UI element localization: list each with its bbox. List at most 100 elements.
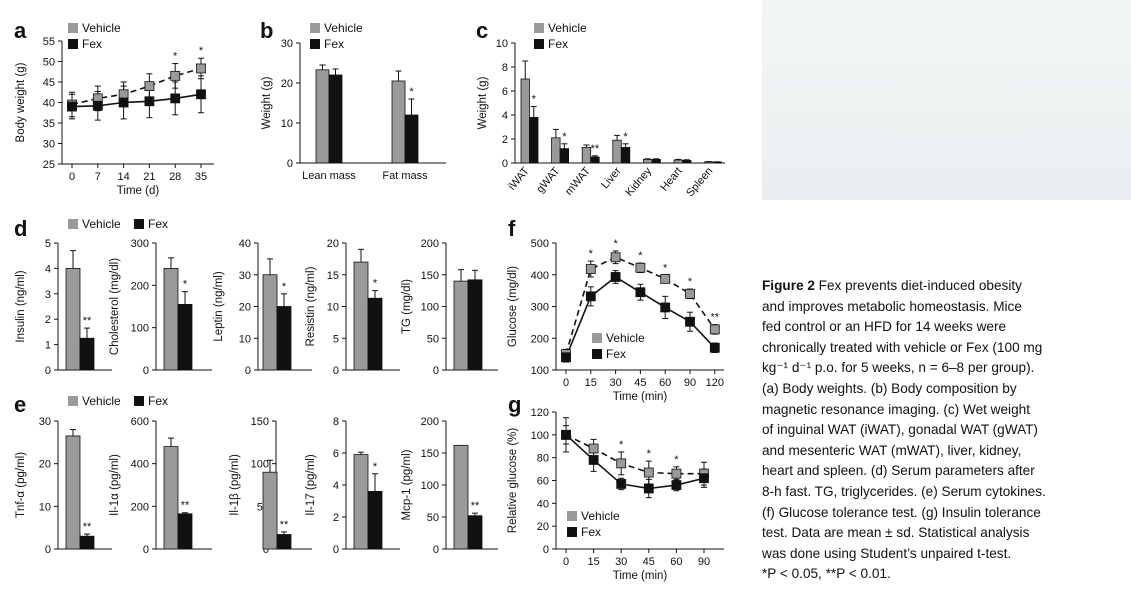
- caption-line: (a) Body weights. (b) Body composition b…: [762, 380, 1017, 396]
- caption-line: (f) Glucose tolerance test. (g) Insulin …: [762, 504, 1041, 520]
- y-tick-label: 0: [433, 544, 439, 556]
- y-axis-label: Insulin (ng/ml): [15, 270, 27, 342]
- bar-vehicle: [65, 267, 81, 371]
- significance-star: *: [173, 51, 178, 63]
- y-tick-label: 200: [531, 333, 549, 345]
- data-point-fex: [196, 89, 206, 100]
- y-tick-label: 150: [251, 416, 269, 428]
- panel-label-e: e: [14, 392, 26, 417]
- legend-swatch-vehicle: [68, 23, 78, 33]
- significance-star: *: [532, 94, 537, 106]
- x-tick-label: 15: [585, 377, 597, 389]
- significance-star: *: [688, 276, 693, 288]
- y-tick-label: 30: [239, 270, 251, 282]
- data-point-fex: [144, 96, 155, 107]
- x-tick-label: 30: [615, 556, 627, 568]
- legend-swatch-vehicle: [68, 396, 78, 406]
- x-tick-label: 120: [706, 377, 724, 389]
- panel-label-d: d: [14, 216, 27, 241]
- bar-fex: [328, 74, 343, 164]
- bar-vehicle: [353, 261, 369, 371]
- significance-star: **: [591, 143, 600, 155]
- legend-label-fex: Fex: [324, 37, 344, 51]
- bar-vehicle: [673, 159, 683, 164]
- bar-vehicle: [391, 80, 406, 164]
- significance-star: **: [83, 315, 92, 327]
- y-tick-label: 6: [502, 86, 508, 98]
- x-tick-label: iWAT: [506, 165, 532, 193]
- y-axis-label: Weight (g): [261, 76, 273, 129]
- x-axis-label: Time (min): [613, 391, 668, 403]
- y-tick-label: 55: [43, 36, 55, 48]
- legend-swatch-vehicle: [567, 511, 577, 521]
- x-tick-label: Spleen: [684, 165, 715, 199]
- y-tick-label: 100: [421, 302, 439, 314]
- caption-line: magnetic resonance imaging. (c) Wet weig…: [762, 401, 1030, 417]
- x-tick-label: 90: [698, 556, 710, 568]
- legend-swatch-fex: [534, 39, 544, 49]
- panel-label-g: g: [508, 392, 521, 417]
- y-tick-label: 100: [251, 459, 269, 471]
- bar-fex: [367, 490, 383, 550]
- y-tick-label: 6: [333, 448, 339, 460]
- bar-fex: [276, 306, 292, 371]
- y-tick-label: 50: [427, 333, 439, 345]
- legend-swatch-fex: [134, 219, 144, 229]
- y-tick-label: 0: [143, 544, 149, 556]
- significance-star: *: [623, 131, 628, 143]
- data-point-fex: [170, 93, 181, 104]
- bar-vehicle: [581, 146, 592, 164]
- series-line-vehicle: [71, 67, 202, 106]
- caption-line: heart and spleen. (d) Serum parameters a…: [762, 463, 1035, 479]
- y-tick-label: 500: [531, 238, 549, 250]
- data-point-fex: [616, 479, 627, 489]
- bar-fex: [367, 297, 383, 371]
- series-line-fex: [71, 93, 202, 108]
- y-tick-label: 40: [537, 498, 549, 510]
- y-tick-label: 4: [45, 263, 51, 275]
- bar-fex: [467, 515, 483, 550]
- y-tick-label: 4: [333, 480, 339, 492]
- y-tick-label: 0: [333, 365, 339, 377]
- y-axis-label: Weight (g): [477, 76, 489, 129]
- significance-star: *: [562, 131, 567, 143]
- legend-swatch-vehicle: [592, 333, 602, 343]
- y-tick-label: 0: [263, 544, 269, 556]
- significance-star: **: [181, 500, 190, 512]
- y-tick-label: 10: [39, 501, 51, 513]
- x-tick-label: 7: [95, 171, 101, 183]
- data-point-vehicle: [170, 70, 181, 81]
- caption-line: chronically treated with vehicle or Fex …: [762, 339, 1043, 355]
- bar-fex: [651, 158, 661, 164]
- bar-vehicle: [551, 137, 561, 164]
- y-tick-label: 300: [531, 302, 549, 314]
- significance-star: *: [373, 278, 378, 290]
- bar-vehicle: [520, 78, 530, 164]
- caption-line: kg⁻¹ d⁻¹ p.o. for 5 weeks, n = 6–8 per g…: [762, 360, 1035, 376]
- x-tick-label: 21: [143, 171, 155, 183]
- panel-f: 100 200 300 400 500 Glucose (mg/dl) 0 15 30 45 60 9…: [507, 238, 724, 403]
- significance-star: *: [674, 454, 679, 466]
- panel-d2: 0 100 200 300 Cholesterol (mg/dl) *: [109, 238, 212, 377]
- panel-b: 0 10 20 30 Weight (g) Lean mass * Fat mass Vehic…: [261, 21, 446, 182]
- y-tick-label: 45: [43, 77, 55, 89]
- data-point-fex: [588, 455, 599, 465]
- data-point-fex: [699, 473, 709, 484]
- caption-line: and improves metabolic homeostasis. Mice: [762, 298, 1022, 314]
- legend-swatch-fex: [310, 39, 320, 49]
- bar-vehicle: [353, 454, 369, 550]
- bar-fex: [79, 535, 95, 550]
- legend-row-e: Vehicle Fex: [68, 394, 168, 408]
- panel-e4: 0 2 4 6 8 Il-17 (pg/ml) *: [305, 416, 400, 556]
- bar-vehicle: [163, 267, 179, 371]
- data-point-fex: [67, 101, 77, 112]
- x-tick-label: 30: [609, 377, 621, 389]
- y-tick-label: 10: [327, 302, 339, 314]
- y-axis-label: Body weight (g): [15, 62, 27, 142]
- bar-fex: [177, 513, 193, 550]
- bar-fex: [559, 148, 569, 164]
- bar-vehicle: [315, 69, 330, 164]
- panel-label-b: b: [260, 18, 273, 43]
- series-line-fex: [565, 434, 705, 490]
